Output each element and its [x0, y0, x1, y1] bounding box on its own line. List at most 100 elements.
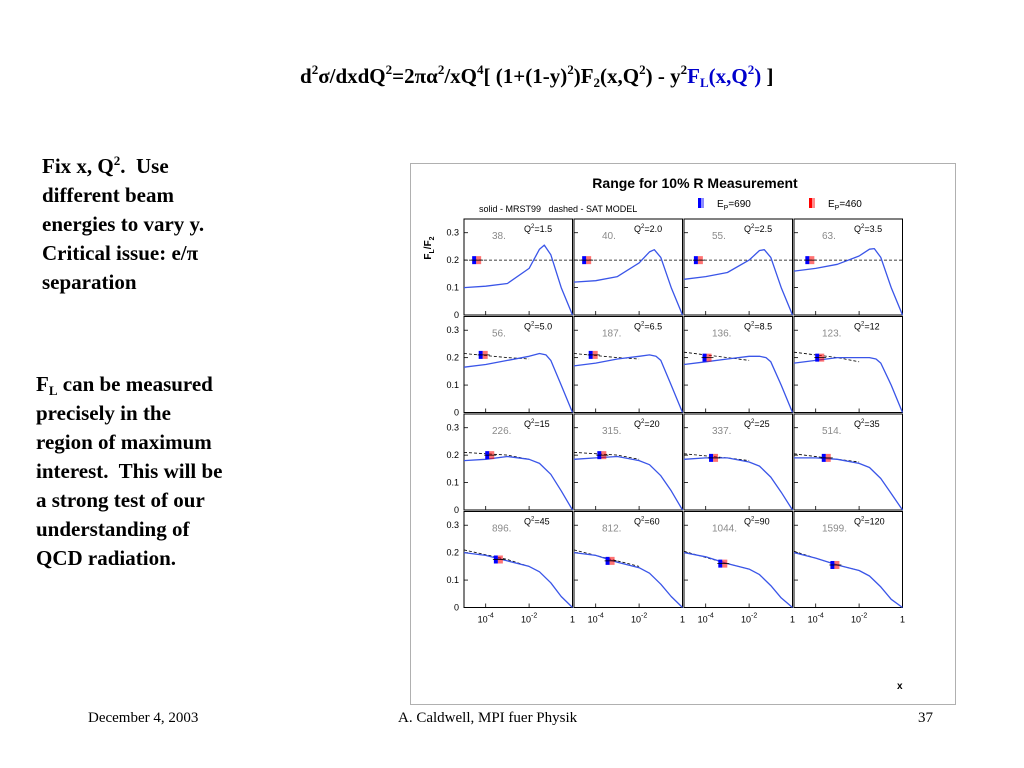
chart-title: Range for 10% R Measurement — [592, 175, 798, 191]
event-count-label: 337. — [712, 426, 731, 437]
y-axis-label: FL/F2 — [423, 236, 436, 259]
conclusion-text: FL can be measured precisely in the regi… — [36, 370, 298, 573]
event-count-label: 226. — [492, 426, 511, 437]
y-tick-label: 0 — [454, 505, 459, 515]
formula-part: d — [300, 64, 312, 88]
panel-frame — [463, 511, 573, 608]
event-count-label: 812. — [602, 524, 621, 535]
panel-frame — [463, 413, 573, 511]
q2-label: Q2=120 — [854, 517, 885, 527]
x-tick-label: 10-4 — [698, 613, 714, 625]
panel-frame — [463, 316, 573, 413]
text-line: Critical issue: e/π — [42, 241, 199, 265]
text-line: QCD radiation. — [36, 546, 177, 570]
mrst99-curve — [573, 551, 683, 608]
y-tick-label: 0.2 — [446, 255, 459, 265]
x-tick-label: 10-4 — [478, 613, 494, 625]
formula-part: σ/dxdQ — [318, 64, 386, 88]
text-line: interest. This will be — [36, 459, 223, 483]
mrst99-curve — [573, 249, 684, 316]
text-line: Fix x, Q2. Use — [42, 152, 292, 181]
mrst99-curve — [683, 551, 793, 608]
formula-part: F — [687, 64, 700, 88]
formula-part: )F — [573, 64, 594, 88]
y-tick-label: 0.2 — [446, 548, 459, 558]
formula-part: 2 — [747, 62, 755, 77]
x-tick-label: 10-2 — [631, 613, 647, 625]
legend-marker — [812, 198, 815, 208]
y-tick-label: 0.3 — [446, 520, 459, 530]
x-tick-label: 1 — [790, 615, 795, 625]
x-tick-label: 10-2 — [741, 613, 757, 625]
q2-label: Q2=2.5 — [744, 224, 772, 234]
y-tick-label: 0 — [454, 310, 459, 320]
formula-part: 2 — [437, 62, 445, 77]
q2-label: Q2=15 — [524, 419, 550, 429]
formula-part: (x,Q — [708, 64, 748, 88]
text-line: understanding of — [36, 517, 190, 541]
panel-frame — [793, 218, 903, 316]
event-count-label: 63. — [822, 231, 836, 242]
q2-label: Q2=6.5 — [634, 322, 662, 332]
q2-label: Q2=8.5 — [744, 322, 772, 332]
x-tick-label: 10-2 — [851, 613, 867, 625]
chart-subtitle: solid - MRST99 dashed - SAT MODEL — [479, 204, 637, 214]
event-count-label: 123. — [822, 329, 841, 340]
event-count-label: 136. — [712, 329, 731, 340]
q2-label: Q2=45 — [524, 517, 550, 527]
formula-part: ) — [754, 64, 762, 88]
q2-label: Q2=3.5 — [854, 224, 882, 234]
event-count-label: 187. — [602, 329, 621, 340]
mrst99-curve — [683, 355, 794, 413]
panel-frame — [573, 316, 683, 413]
cross-section-formula: d2σ/dxdQ2=2πα2/xQ4[ (1+(1-y)2)F2(x,Q2) -… — [300, 62, 1000, 90]
y-tick-label: 0 — [454, 408, 459, 418]
y-tick-label: 0.3 — [446, 325, 459, 335]
formula-part: [ (1+(1-y) — [483, 64, 568, 88]
page-number: 37 — [918, 710, 933, 726]
text-line: separation — [42, 270, 137, 294]
y-tick-label: 0.1 — [446, 380, 459, 390]
formula-part: L — [699, 75, 709, 90]
mrst99-curve — [573, 354, 684, 413]
text-span: Fix x, Q — [42, 154, 114, 178]
footer-date: December 4, 2003 — [88, 710, 199, 726]
y-tick-label: 0.3 — [446, 423, 459, 433]
event-count-label: 896. — [492, 524, 511, 535]
text-line: different beam — [42, 183, 174, 207]
fl-term: FL(x,Q2) — [687, 62, 762, 90]
formula-part: ] — [761, 64, 774, 88]
q2-label: Q2=2.0 — [634, 224, 662, 234]
legend-label: EP=460 — [828, 199, 862, 212]
y-tick-label: 0.2 — [446, 353, 459, 363]
formula-part: 2 — [385, 62, 393, 77]
mrst99-curve — [463, 551, 573, 608]
text-line: region of maximum — [36, 430, 212, 454]
footer-author: A. Caldwell, MPI fuer Physik — [398, 710, 578, 726]
text-span: . Use — [120, 154, 169, 178]
event-count-label: 38. — [492, 231, 506, 242]
formula-part: 2 — [680, 62, 688, 77]
y-tick-label: 0.1 — [446, 478, 459, 488]
method-text: Fix x, Q2. Use different beam energies t… — [42, 152, 292, 297]
text-span: L — [48, 383, 58, 398]
y-tick-label: 0.1 — [446, 575, 459, 585]
y-tick-label: 0.2 — [446, 450, 459, 460]
text-line: precisely in the — [36, 401, 171, 425]
legend-marker — [701, 198, 704, 208]
q2-label: Q2=60 — [634, 517, 660, 527]
x-tick-label: 1 — [680, 615, 685, 625]
text-line: a strong test of our — [36, 488, 205, 512]
panel-frame — [573, 511, 683, 608]
mrst99-curve — [683, 249, 794, 316]
x-tick-label: 1 — [900, 615, 905, 625]
figure-frame: Range for 10% R Measurement solid - MRST9… — [410, 163, 956, 705]
formula-part: 2 — [311, 62, 319, 77]
y-tick-label: 0.3 — [446, 228, 459, 238]
q2-label: Q2=35 — [854, 419, 880, 429]
text-line: FL can be measured — [36, 370, 298, 399]
event-count-label: 55. — [712, 231, 726, 242]
mrst99-curve — [463, 244, 574, 316]
panel-frame — [683, 413, 793, 511]
text-span: F — [36, 372, 49, 396]
